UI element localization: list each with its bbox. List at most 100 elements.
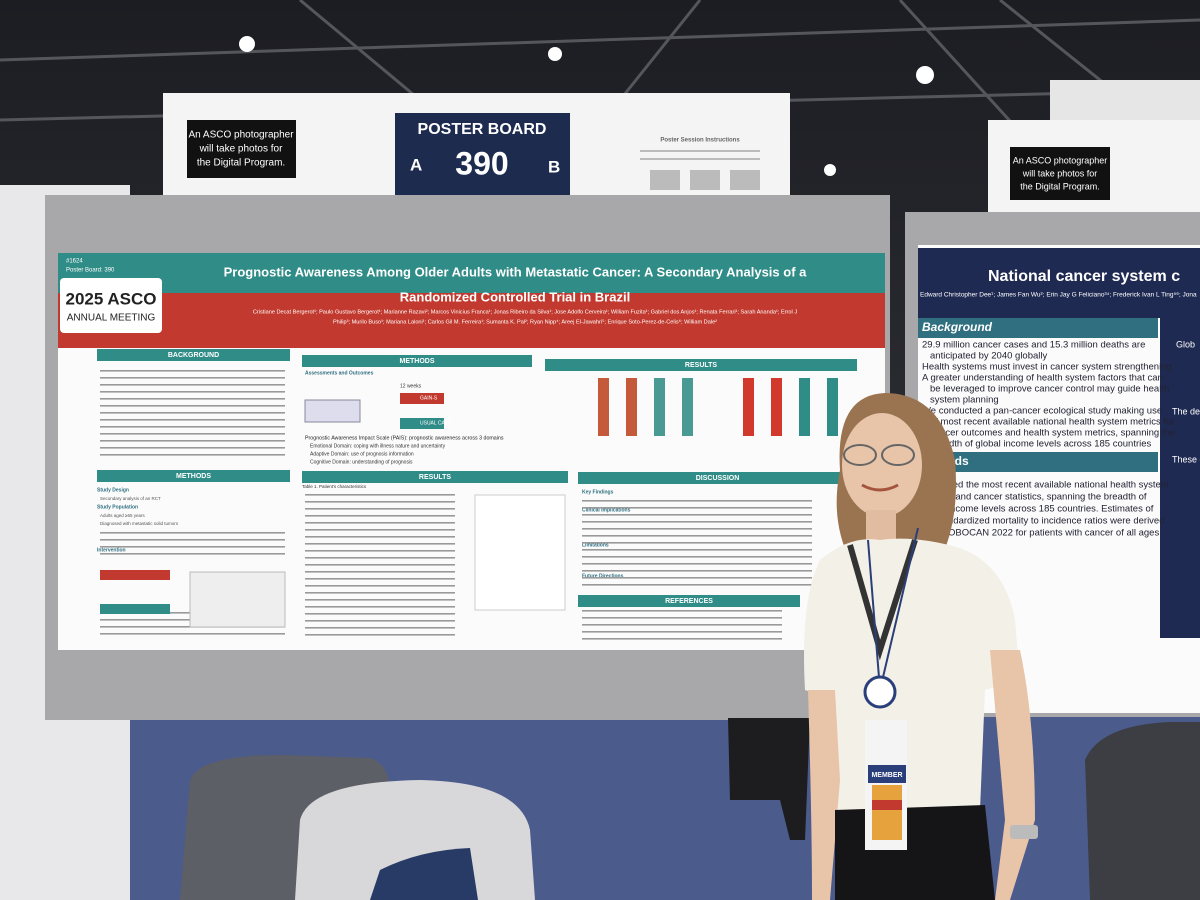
section-bar bbox=[302, 471, 568, 483]
subheading: Clinical Implications bbox=[582, 507, 631, 513]
poster-authors: Edward Christopher Dee¹; James Fan Wu²; … bbox=[920, 292, 1197, 299]
method-text: sed the most recent available national h… bbox=[948, 480, 1169, 491]
text-line bbox=[305, 515, 455, 517]
sign-text: the Digital Program. bbox=[197, 158, 285, 169]
text-line bbox=[100, 419, 285, 421]
poster-text: Cognitive Domain: understanding of progn… bbox=[310, 459, 413, 465]
text-line bbox=[305, 508, 455, 510]
text-line bbox=[582, 514, 812, 516]
legs bbox=[728, 718, 810, 840]
chart-bar bbox=[654, 378, 665, 436]
text-line bbox=[582, 528, 812, 530]
method-text: s and cancer statistics, spanning the br… bbox=[948, 492, 1147, 503]
logo-sub: ANNUAL MEETING bbox=[67, 313, 156, 324]
text-line bbox=[582, 521, 812, 523]
text-line bbox=[582, 638, 782, 640]
bullet-text: breadth of global income levels across 1… bbox=[930, 439, 1152, 450]
usual-box bbox=[400, 418, 444, 429]
usual-chip bbox=[100, 604, 170, 614]
logo-box bbox=[60, 278, 162, 333]
section-bar bbox=[97, 470, 290, 482]
text-line bbox=[305, 522, 455, 524]
text-line bbox=[305, 599, 455, 601]
method-text: ndardized mortality to incidence ratios … bbox=[948, 516, 1165, 527]
poster-id: #1624 bbox=[66, 259, 83, 265]
gain-chip bbox=[100, 570, 170, 580]
photographer-sign bbox=[1010, 147, 1110, 200]
bullet-text: anticipated by 2040 globally bbox=[930, 351, 1048, 362]
board-number: 390 bbox=[455, 145, 508, 181]
text-line bbox=[305, 557, 455, 559]
chart-bar bbox=[598, 378, 609, 436]
text-line bbox=[305, 550, 455, 552]
text-line bbox=[100, 426, 285, 428]
text-line bbox=[582, 624, 782, 626]
text-line bbox=[305, 585, 455, 587]
poster-title: Randomized Controlled Trial in Brazil bbox=[400, 289, 630, 304]
text-line bbox=[305, 620, 455, 622]
text-line bbox=[100, 447, 285, 449]
section-heading: Background bbox=[922, 320, 993, 334]
poster-text: Diagnosed with metastatic solid tumors bbox=[100, 521, 179, 526]
poster-text: Prognostic Awareness Impact Scale (PAIS)… bbox=[305, 435, 504, 441]
text-line bbox=[100, 412, 285, 414]
text-line bbox=[305, 613, 455, 615]
text-line bbox=[305, 494, 455, 496]
text-line bbox=[305, 543, 455, 545]
instruction-lines bbox=[640, 150, 760, 190]
text-line bbox=[100, 532, 285, 534]
text-line bbox=[100, 391, 285, 393]
text-line bbox=[305, 592, 455, 594]
chart-bar bbox=[771, 378, 782, 436]
poster-text: Adaptive Domain: use of prognosis inform… bbox=[310, 451, 414, 457]
board-side: B bbox=[548, 157, 560, 176]
poster-header bbox=[918, 248, 1200, 318]
text-line bbox=[582, 542, 812, 544]
poster-board-id: Poster Board: 390 bbox=[66, 268, 115, 274]
subheading: Study Population bbox=[97, 504, 138, 510]
side-column bbox=[1160, 318, 1200, 638]
text-line bbox=[582, 570, 812, 572]
text-line bbox=[305, 606, 455, 608]
patients-box bbox=[304, 399, 361, 423]
text-line bbox=[582, 500, 812, 502]
poster-text: Emotional Domain: coping with illness na… bbox=[310, 443, 446, 449]
text-line bbox=[100, 377, 285, 379]
text-line bbox=[582, 507, 812, 509]
text-line bbox=[100, 433, 285, 435]
text-line bbox=[582, 556, 812, 558]
bullet-text: cancer outcomes and health system metric… bbox=[930, 428, 1175, 439]
bullet-text: be leveraged to improve cancer control m… bbox=[930, 384, 1169, 395]
text-line bbox=[582, 584, 812, 586]
badge-text: MEMBER bbox=[871, 772, 902, 779]
text-line bbox=[100, 633, 285, 635]
section-heading: METHODS bbox=[176, 473, 211, 480]
text-line bbox=[100, 546, 285, 548]
section-heading: METHODS bbox=[400, 358, 435, 365]
text-line bbox=[100, 539, 285, 541]
poster-authors: Cristiane Decat Bergerot¹; Paulo Gustavo… bbox=[253, 309, 797, 315]
poster-authors: Philip³; Murilo Buso¹; Mariana Laloni¹; … bbox=[333, 318, 717, 325]
subheading: Limitations bbox=[582, 542, 609, 548]
poster-text: Secondary analysis of an RCT bbox=[100, 496, 161, 501]
subheading: Future Directions bbox=[582, 573, 624, 579]
figure-panel bbox=[474, 494, 566, 611]
bullet-text: We conducted a pan-cancer ecological stu… bbox=[922, 406, 1162, 417]
text-line bbox=[582, 610, 782, 612]
text-line bbox=[100, 398, 285, 400]
text-line bbox=[100, 553, 285, 555]
text-line bbox=[582, 631, 782, 633]
text-line bbox=[582, 549, 812, 551]
chart-bar bbox=[827, 378, 838, 436]
text-line bbox=[305, 536, 455, 538]
poster-title: National cancer system c bbox=[988, 268, 1180, 285]
gain-box bbox=[400, 393, 444, 404]
sign-text: the Digital Program. bbox=[1020, 181, 1100, 191]
text-line bbox=[100, 440, 285, 442]
chart-bar bbox=[743, 378, 754, 436]
text-line bbox=[305, 529, 455, 531]
person: MEMBER bbox=[804, 393, 1038, 900]
text-line bbox=[100, 405, 285, 407]
section-bar bbox=[918, 318, 1158, 338]
